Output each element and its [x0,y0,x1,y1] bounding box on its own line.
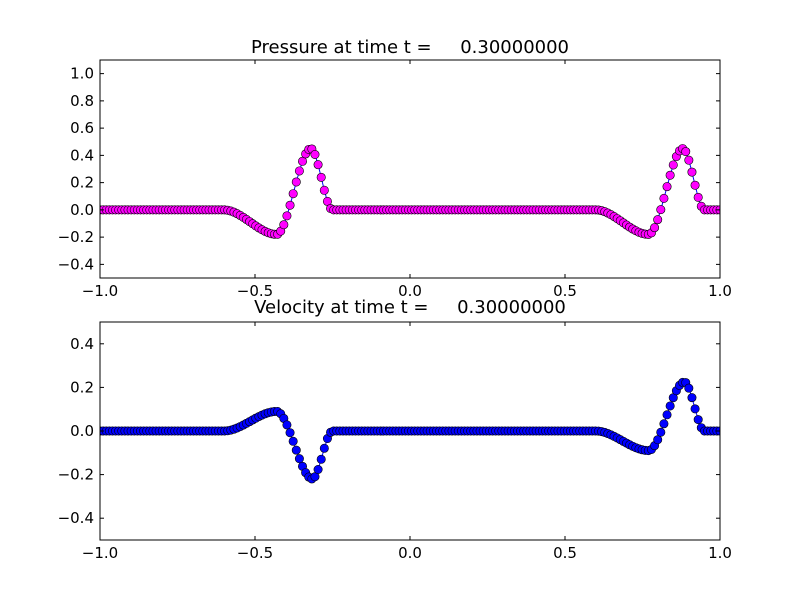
velocity-data-point [693,415,703,425]
pressure-y-tick-label: −0.4 [58,255,94,273]
pressure-x-tick-label: 1.0 [708,282,732,300]
pressure-data-point [310,150,320,160]
pressure-y-tick-label: 0.6 [70,119,94,137]
velocity-series [100,377,720,484]
velocity-data-point [662,410,672,420]
velocity-x-tick-label: −1.0 [82,544,118,562]
pressure-data-point [681,147,691,157]
velocity-data-point [656,427,666,437]
pressure-data-point [665,170,675,180]
pressure-x-tick-label: −1.0 [82,282,118,300]
pressure-data-point [656,205,666,215]
pressure-y-tick-label: −0.2 [58,228,94,246]
pressure-plot-area: −1.0 −0.5 0.0 0.5 1.0 −0.4 −0.2 0.0 0.2 0.4 0.6 0.8… [58,59,732,300]
pressure-y-tick-label: 0.2 [70,174,94,192]
velocity-data-point [282,420,292,430]
velocity-subplot: Velocity at time t = 0.30000000 −1.0 −0.5… [58,297,732,562]
pressure-data-point [282,211,292,221]
velocity-x-tick-label: −0.5 [237,544,273,562]
velocity-y-tick-label: 0.2 [70,378,94,396]
pressure-data-point [653,215,663,225]
velocity-data-point [313,464,323,474]
pressure-data-point [288,189,298,199]
pressure-data-point [690,180,700,190]
velocity-data-point [659,419,669,429]
pressure-y-tick-label: 0.8 [70,92,94,110]
pressure-title: Pressure at time t = 0.30000000 [251,37,569,58]
velocity-y-tick-label: 0.0 [70,422,94,440]
pressure-data-point [316,172,326,182]
pressure-y-tick-label: 0.4 [70,146,94,164]
pressure-x-tick-label: −0.5 [237,282,273,300]
velocity-data-point [285,428,295,438]
pressure-data-point [659,193,669,203]
velocity-data-point [653,435,663,445]
velocity-data-point [690,404,700,414]
pressure-y-tick-label: 0.0 [70,201,94,219]
velocity-data-point [288,436,298,446]
velocity-data-point [665,401,675,411]
pressure-data-point [668,160,678,170]
velocity-plot-area: −1.0 −0.5 0.0 0.5 1.0 −0.4 −0.2 0.0 0.2 0.4 [58,321,732,562]
velocity-data-point [319,443,329,453]
velocity-data-point [291,445,301,455]
pressure-data-point [684,155,694,165]
pressure-data-point [279,220,289,230]
pressure-subplot: Pressure at time t = 0.30000000 −1.0 −0.5… [58,37,732,300]
velocity-x-tick-label: 0.5 [553,544,577,562]
velocity-y-tick-label: −0.4 [58,509,94,527]
pressure-data-point [291,177,301,187]
pressure-x-tick-label: 0.0 [398,282,422,300]
velocity-y-tick-label: 0.4 [70,335,94,353]
velocity-x-tick-label: 1.0 [708,544,732,562]
velocity-x-tick-label: 0.0 [398,544,422,562]
velocity-data-point [684,383,694,393]
pressure-x-tick-label: 0.5 [553,282,577,300]
pressure-data-point [294,166,304,176]
pressure-data-point [662,182,672,192]
pressure-data-point [650,223,660,233]
pressure-data-point [319,185,329,195]
velocity-data-point [294,454,304,464]
pressure-series [100,144,720,239]
velocity-data-point [316,454,326,464]
pressure-data-point [313,160,323,170]
pressure-y-tick-label: 1.0 [70,65,94,83]
velocity-title: Velocity at time t = 0.30000000 [254,297,566,318]
pressure-data-point [285,200,295,210]
pressure-data-point [693,192,703,202]
velocity-y-tick-label: −0.2 [58,466,94,484]
velocity-data-point [687,393,697,403]
pressure-data-point [687,167,697,177]
